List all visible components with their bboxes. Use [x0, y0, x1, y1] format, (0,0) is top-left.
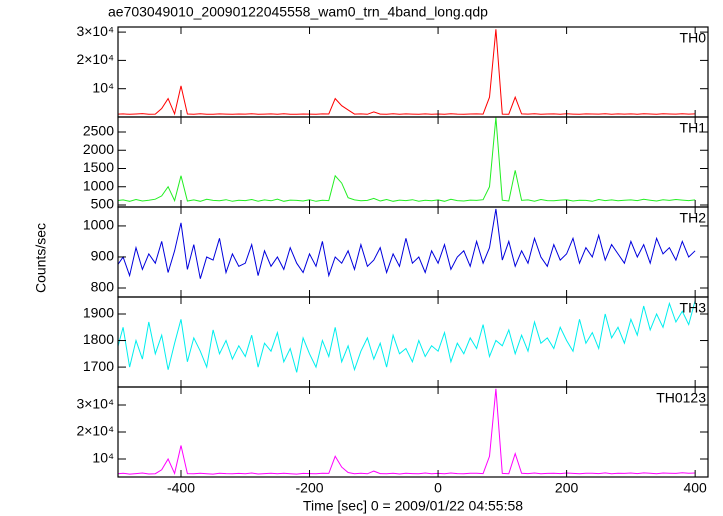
- y-axis-label: Counts/sec: [33, 223, 49, 293]
- panel-label: TH0: [680, 30, 707, 46]
- x-tick-label: 200: [555, 480, 579, 496]
- y-tick-label: 1000: [83, 177, 114, 193]
- y-tick-label: 3×10⁴: [76, 23, 114, 39]
- y-tick-label: 500: [91, 196, 115, 212]
- x-tick-label: -400: [167, 480, 195, 496]
- y-tick-label: 1700: [83, 358, 114, 374]
- panel-frame: [117, 26, 709, 118]
- panel-label: TH1: [680, 120, 707, 136]
- series-line: [118, 388, 696, 475]
- y-tick-label: 800: [91, 279, 115, 295]
- panel-label: TH2: [680, 210, 707, 226]
- panel-frame: [117, 116, 709, 208]
- y-tick-label: 1800: [83, 331, 114, 347]
- series-line: [118, 300, 696, 373]
- chart-title: ae703049010_20090122045558_wam0_trn_4ban…: [108, 4, 488, 20]
- panel-frame: [117, 296, 709, 388]
- panel-frame: [117, 206, 709, 298]
- y-tick-label: 10⁴: [92, 79, 114, 95]
- y-tick-label: 900: [91, 248, 115, 264]
- panel-label: TH3: [680, 300, 707, 316]
- y-tick-label: 2500: [83, 123, 114, 139]
- panel-frame: [117, 386, 709, 478]
- y-tick-label: 2×10⁴: [76, 51, 114, 67]
- series-line: [118, 29, 696, 116]
- y-tick-label: 1000: [83, 217, 114, 233]
- y-tick-label: 1500: [83, 159, 114, 175]
- y-tick-label: 2000: [83, 141, 114, 157]
- x-tick-label: 400: [683, 480, 707, 496]
- series-line: [118, 117, 696, 203]
- panel-label: TH0123: [656, 390, 706, 406]
- x-tick-label: 0: [434, 480, 442, 496]
- y-tick-label: 2×10⁴: [76, 423, 114, 439]
- series-line: [118, 208, 696, 279]
- y-tick-label: 10⁴: [92, 450, 114, 466]
- x-axis-label: Time [sec] 0 = 2009/01/22 04:55:58: [303, 498, 523, 514]
- y-tick-label: 3×10⁴: [76, 396, 114, 412]
- y-tick-label: 1900: [83, 305, 114, 321]
- x-tick-label: -200: [296, 480, 324, 496]
